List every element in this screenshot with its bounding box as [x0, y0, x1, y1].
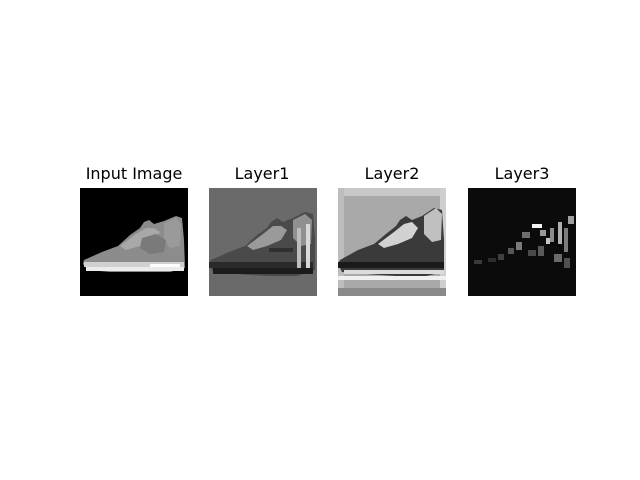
panel-title-layer3: Layer3	[494, 164, 550, 183]
layer3-feature-map	[468, 188, 576, 296]
panel-layer3	[468, 188, 576, 296]
layer2-feature-map	[338, 188, 446, 296]
panel-layer2	[338, 188, 446, 296]
panel-title-layer1: Layer1	[234, 164, 290, 183]
panel-title-input-image: Input Image	[85, 164, 183, 183]
panel-title-layer2: Layer2	[364, 164, 420, 183]
panel-layer1	[209, 188, 317, 296]
input-image-sneaker	[80, 188, 188, 296]
panel-input-image	[80, 188, 188, 296]
layer1-feature-map	[209, 188, 317, 296]
